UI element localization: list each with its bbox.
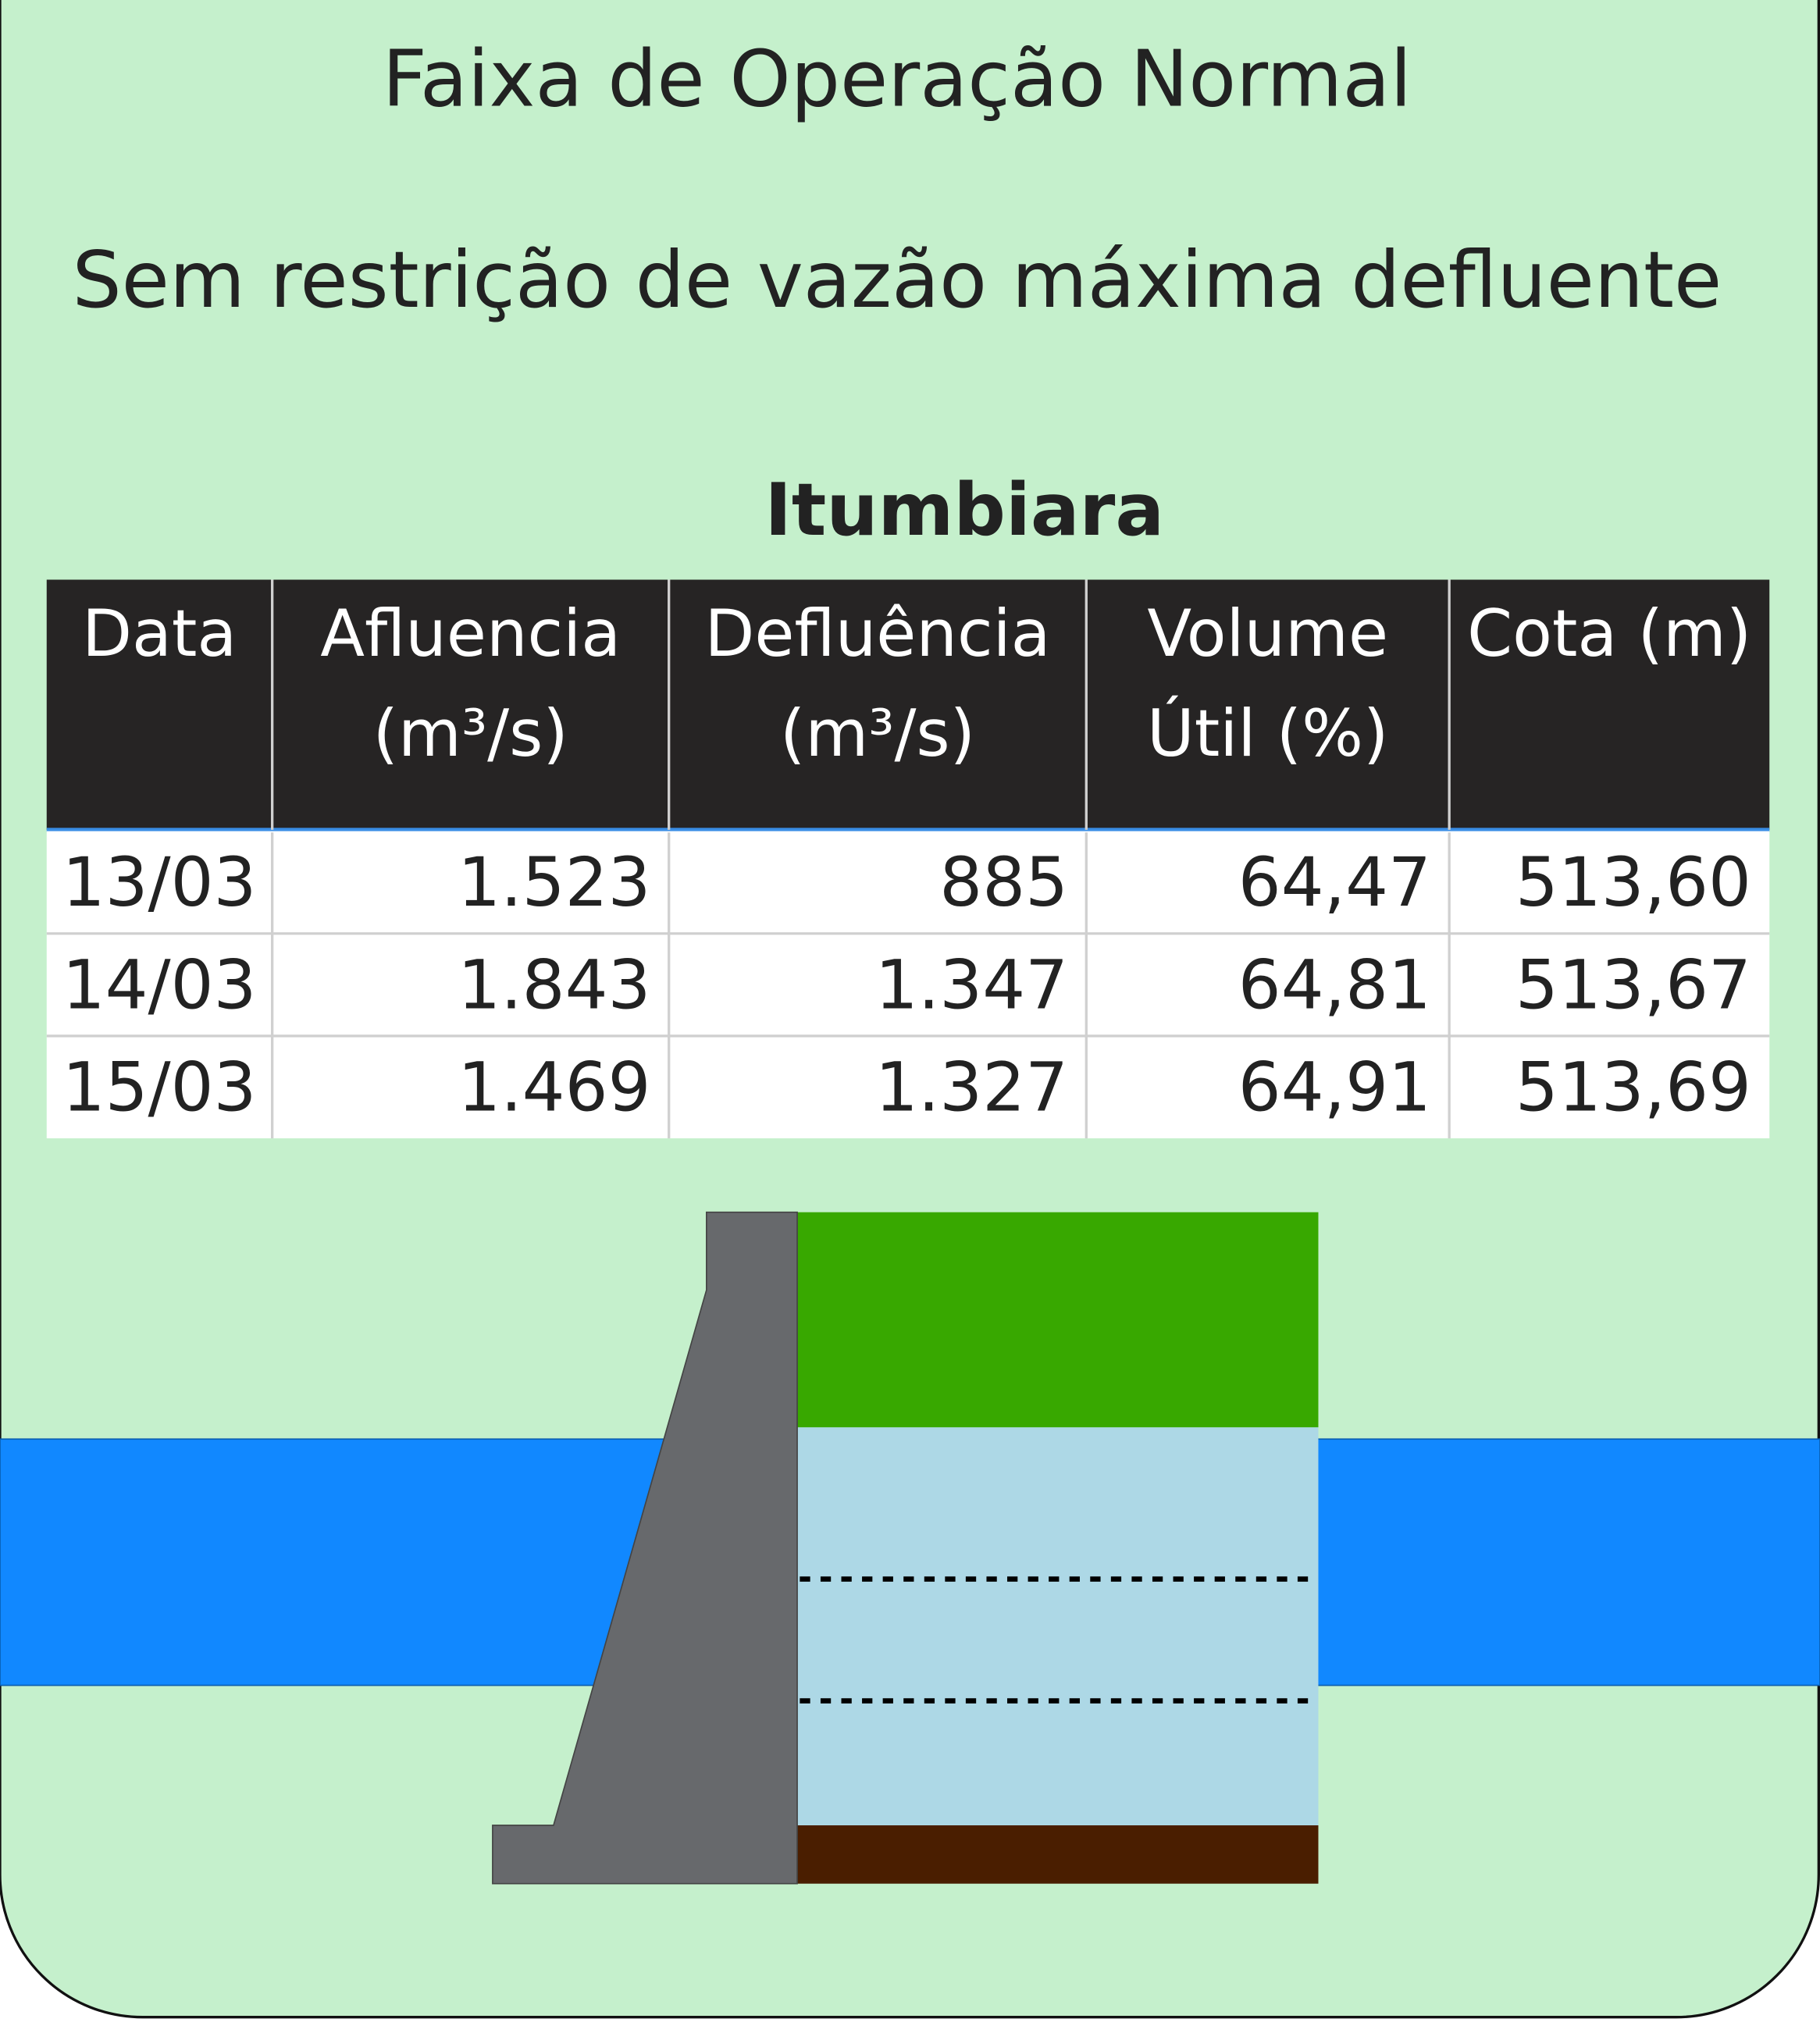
column-header: Volume — [1147, 596, 1388, 671]
table-name: Itumbiara — [764, 468, 1164, 552]
title: Faixa de Operação Normal — [383, 35, 1412, 125]
table-cell: 15/03 — [62, 1049, 257, 1127]
table-cell: 1.523 — [458, 844, 650, 922]
table-cell: 64,47 — [1238, 844, 1431, 922]
table-cell: 64,91 — [1238, 1049, 1431, 1127]
table-cell: 513,60 — [1515, 844, 1751, 922]
column-header: Cota (m) — [1467, 596, 1751, 671]
column-header: Defluência — [704, 596, 1050, 671]
table-cell: 1.843 — [458, 946, 650, 1024]
column-header: Afluencia — [320, 596, 621, 671]
table-cell: 14/03 — [62, 946, 257, 1024]
table-cell: 13/03 — [62, 844, 257, 922]
subtitle: Sem restrição de vazão máxima defluente — [72, 236, 1722, 326]
column-header: (m³/s) — [373, 696, 568, 771]
table: Data Afluencia (m³/s) Defluência (m³/s) Volum… — [47, 579, 1769, 1138]
table-cell: 1.327 — [875, 1049, 1068, 1127]
column-header: (m³/s) — [780, 696, 975, 771]
bottom — [797, 1825, 1318, 1884]
table-cell: 1.469 — [458, 1049, 650, 1127]
column-header: Útil (%) — [1147, 695, 1388, 771]
table-cell: 513,69 — [1515, 1049, 1751, 1127]
card: Faixa de Operação Normal Sem restrição d… — [0, 0, 1820, 2033]
table-cell: 1.347 — [875, 946, 1068, 1024]
table-cell: 64,81 — [1238, 946, 1431, 1024]
column-header: Data — [82, 596, 237, 671]
upper-zone — [797, 1212, 1318, 1428]
table-row — [47, 831, 1769, 934]
table-cell: 885 — [939, 844, 1068, 922]
page: {"title": "Faixa de Operação Normal", "s… — [0, 0, 1820, 2033]
table-cell: 513,67 — [1515, 946, 1751, 1024]
reservoir — [797, 1427, 1318, 1825]
